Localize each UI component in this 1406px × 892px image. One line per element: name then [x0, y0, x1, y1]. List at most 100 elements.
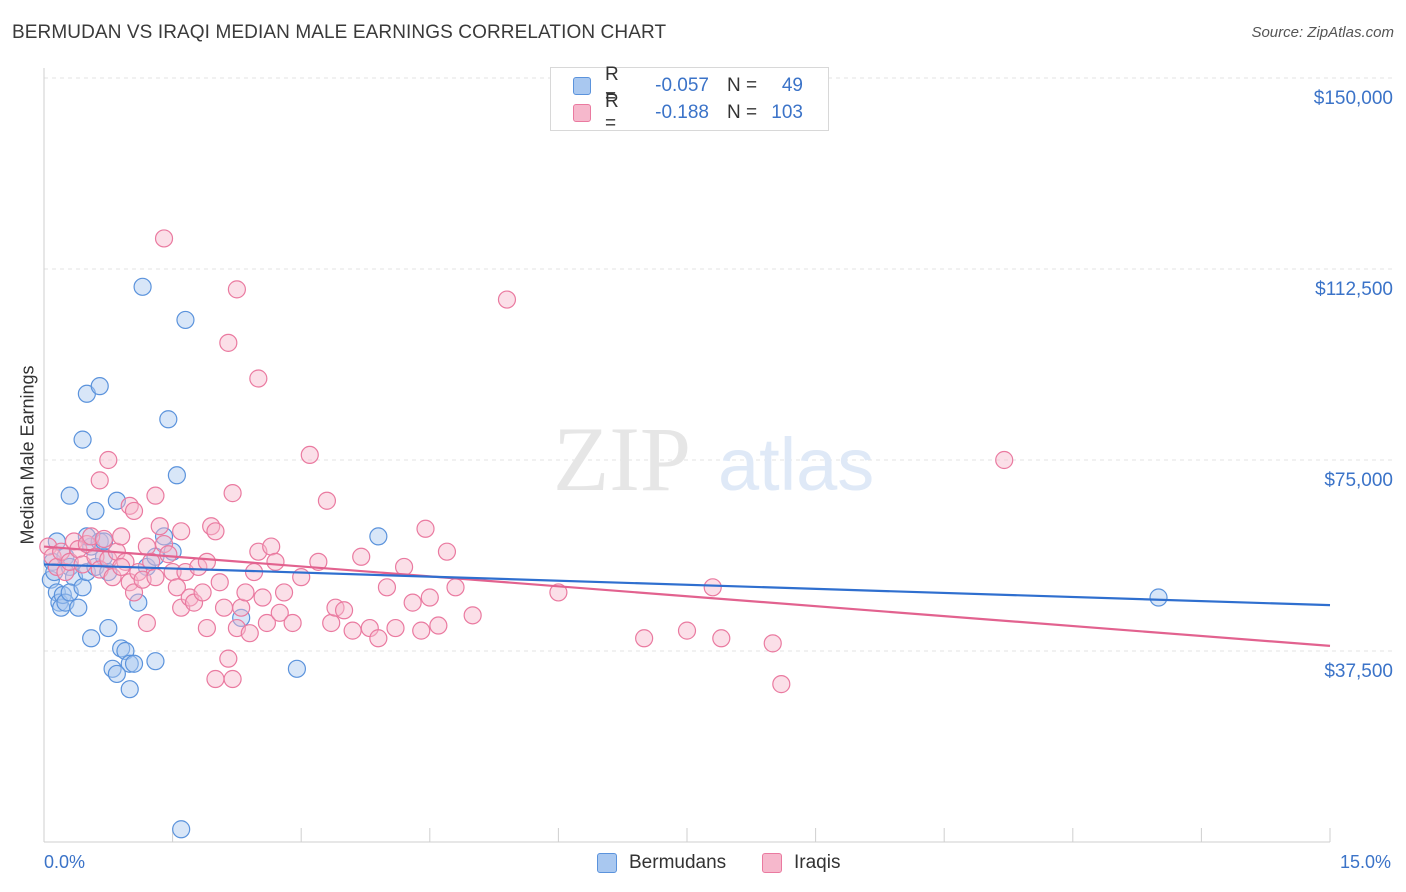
correlation-legend: R = -0.057 N = 49 R = -0.188 N = 103	[550, 64, 829, 134]
legend-swatch-iraqis	[573, 104, 591, 122]
watermark: ZIP atlas	[553, 408, 874, 510]
legend-r-value: -0.188	[655, 102, 709, 123]
bermudan-point	[124, 654, 144, 673]
iraqi-point	[772, 675, 791, 694]
axes	[43, 68, 1331, 843]
iraqi-point	[249, 369, 268, 388]
bermudan-point	[120, 680, 139, 699]
bermudan-point	[176, 310, 195, 330]
iraqi-point	[292, 568, 311, 587]
iraqi-point	[154, 229, 174, 248]
iraqi-point	[317, 491, 337, 510]
legend-row-iraqis: R = -0.188 N = 103	[573, 91, 803, 134]
iraqi-point	[253, 588, 272, 607]
iraqi-point	[257, 613, 277, 633]
bermudan-point	[90, 377, 109, 396]
iraqi-point	[193, 583, 212, 602]
series-label-iraqis: Iraqis	[794, 852, 841, 873]
y-tick-label: $75,000	[1324, 470, 1393, 491]
iraqi-point	[227, 280, 246, 299]
iraqi-point	[112, 527, 131, 546]
watermark-atlas: atlas	[718, 423, 874, 506]
iraqi-point	[197, 618, 216, 638]
bermudan-point	[120, 654, 139, 673]
iraqi-point	[334, 601, 354, 620]
bermudan-point	[99, 618, 118, 638]
chart-title: BERMUDAN VS IRAQI MEDIAN MALE EARNINGS C…	[12, 22, 667, 43]
iraqi-point	[167, 578, 186, 597]
bermudan-point	[73, 430, 92, 449]
series-swatch-bermudans	[597, 853, 617, 873]
iraqi-point	[146, 568, 165, 587]
y-tick-label: $112,500	[1315, 279, 1393, 300]
iraqi-point	[352, 547, 371, 566]
legend-row-bermudans: R = -0.057 N = 49	[573, 64, 803, 107]
iraqi-point	[497, 290, 517, 309]
iraqi-point	[416, 519, 435, 538]
iraqi-point	[283, 613, 302, 633]
bermudan-point	[172, 820, 191, 839]
iraqi-point	[420, 588, 439, 607]
series-legend-bermudans: Bermudans	[597, 852, 726, 874]
iraqi-point	[274, 583, 294, 602]
series-legend-iraqis: Iraqis	[762, 852, 840, 874]
legend-r-label: R =	[605, 64, 619, 107]
bermudan-point	[154, 527, 174, 546]
iraqi-point	[94, 529, 114, 549]
bermudan-point	[107, 664, 126, 684]
iraqi-point	[712, 629, 731, 648]
iraqi-point	[322, 613, 341, 633]
iraqi-point	[99, 450, 118, 470]
watermark-zip: ZIP	[553, 408, 691, 510]
legend-n-label: N =	[727, 75, 758, 96]
bermudan-point	[82, 629, 101, 648]
iraqi-point	[223, 669, 242, 689]
iraqi-point	[463, 606, 482, 625]
iraqi-point	[146, 486, 165, 505]
legend-r-value: -0.057	[655, 75, 709, 96]
iraqi-point	[137, 613, 156, 633]
trend-lines	[43, 545, 1331, 648]
iraqi-point	[429, 616, 448, 635]
iraqi-point	[369, 629, 388, 648]
x-tick-max: 15.0%	[1340, 852, 1392, 872]
x-tick-min: 0.0%	[44, 852, 86, 872]
iraqi-point	[412, 621, 431, 640]
iraqi-point	[137, 537, 156, 556]
iraqi-point	[90, 471, 109, 490]
iraqi-point	[309, 552, 328, 571]
iraqi-point	[236, 583, 255, 602]
iraqi-point	[154, 534, 174, 554]
iraqi-point	[262, 537, 281, 556]
iraqi-point	[386, 618, 405, 638]
iraqi-point	[635, 629, 654, 648]
legend-n-value: 49	[781, 75, 803, 96]
iraqi-point	[223, 484, 242, 503]
iraqi-point	[210, 573, 229, 592]
iraqi-point	[437, 542, 457, 561]
series-label-bermudans: Bermudans	[629, 852, 727, 873]
iraqi-point	[124, 501, 144, 521]
bermudan-point	[167, 466, 186, 485]
iraqi-point	[150, 517, 169, 536]
iraqi-point	[219, 333, 238, 352]
iraqi-point	[206, 669, 225, 689]
iraqis-points	[39, 229, 1014, 694]
iraqi-point	[56, 562, 75, 582]
bermudan-point	[73, 578, 92, 597]
y-tick-label: $150,000	[1314, 88, 1393, 109]
source-label: Source: ZipAtlas.com	[1251, 24, 1394, 41]
iraqi-point	[159, 545, 178, 564]
bermudan-point	[1149, 588, 1168, 607]
iraqi-point	[677, 621, 697, 640]
iraqi-point	[763, 634, 782, 653]
iraqi-point	[266, 552, 285, 571]
iraqi-point	[232, 598, 251, 617]
iraqi-point	[270, 603, 289, 622]
gridlines	[44, 77, 1395, 652]
iraqi-point	[214, 598, 234, 617]
iraqi-point	[206, 522, 225, 541]
iraqi-point	[124, 583, 144, 602]
series-swatch-iraqis	[762, 853, 782, 873]
